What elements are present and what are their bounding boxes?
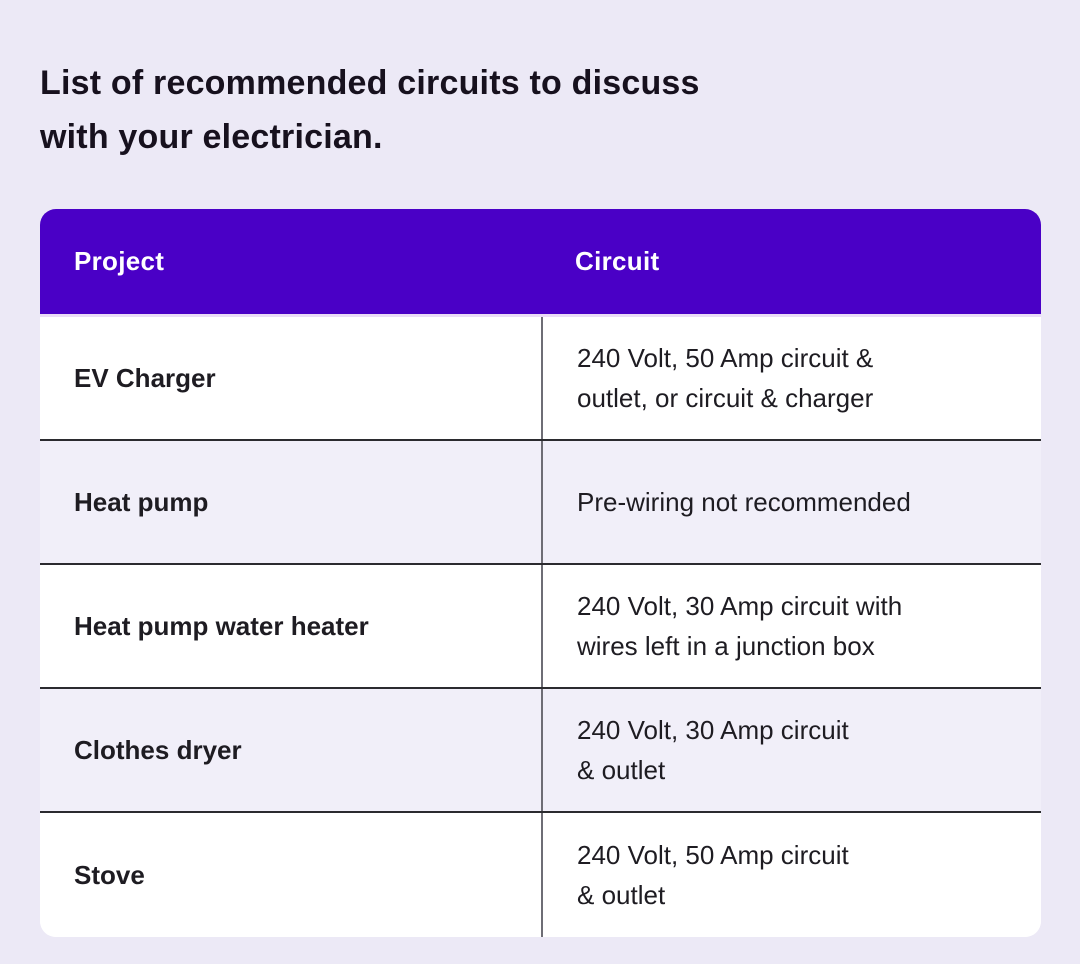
cell-circuit: 240 Volt, 30 Amp circuit with wires left…: [541, 565, 1041, 687]
cell-circuit: 240 Volt, 50 Amp circuit & outlet: [541, 813, 1041, 937]
table-row: Stove 240 Volt, 50 Amp circuit & outlet: [40, 813, 1041, 937]
cell-circuit: 240 Volt, 50 Amp circuit & outlet, or ci…: [541, 317, 1041, 439]
cell-project: EV Charger: [74, 362, 216, 393]
table-row: Heat pump Pre-wiring not recommended: [40, 441, 1041, 565]
circuits-table: Project Circuit EV Charger 240 Volt, 50 …: [40, 209, 1041, 937]
table-row: Clothes dryer 240 Volt, 30 Amp circuit &…: [40, 689, 1041, 813]
header-cell-circuit: Circuit: [575, 246, 660, 276]
cell-project: Heat pump water heater: [74, 610, 369, 641]
cell-project: Clothes dryer: [74, 734, 242, 765]
cell-project: Heat pump: [74, 486, 209, 517]
table-header-row: Project Circuit: [40, 209, 1041, 317]
table-row: Heat pump water heater 240 Volt, 30 Amp …: [40, 565, 1041, 689]
table-row: EV Charger 240 Volt, 50 Amp circuit & ou…: [40, 317, 1041, 441]
page-title: List of recommended circuits to discuss …: [40, 64, 700, 156]
cell-project: Stove: [74, 859, 145, 890]
cell-circuit: Pre-wiring not recommended: [541, 441, 1041, 563]
cell-circuit: 240 Volt, 30 Amp circuit & outlet: [541, 689, 1041, 811]
header-cell-project: Project: [74, 246, 165, 276]
